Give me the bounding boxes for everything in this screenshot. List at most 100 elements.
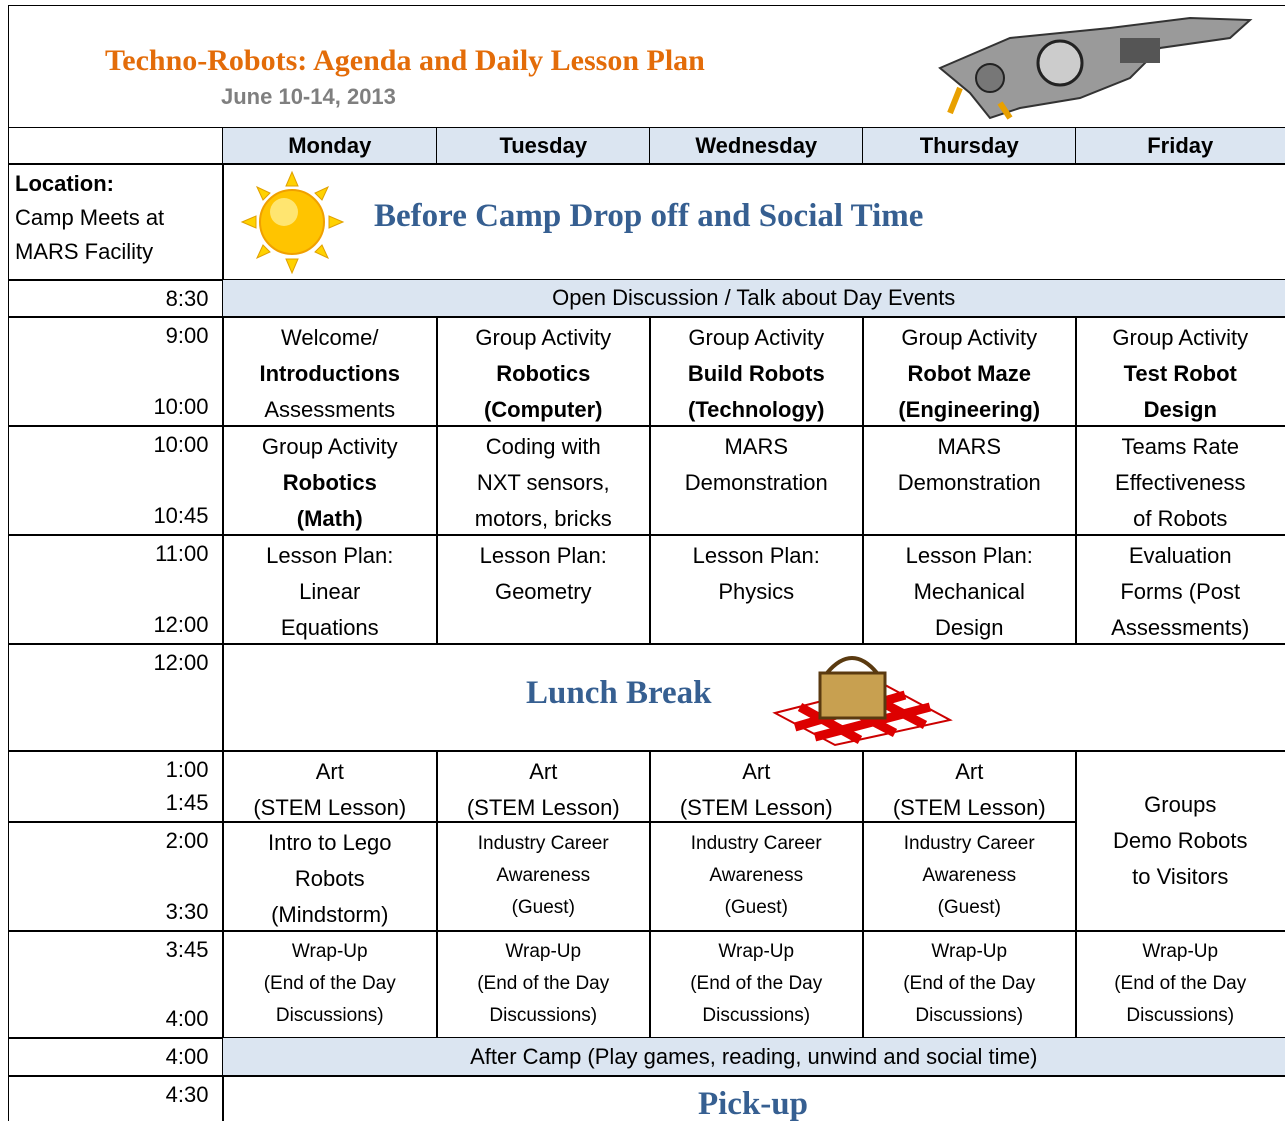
cell-line: Art bbox=[529, 759, 558, 784]
day-label: Friday bbox=[1147, 133, 1214, 158]
cell-line: Discussions) bbox=[1126, 1005, 1235, 1027]
cell-line: Design bbox=[1143, 397, 1217, 422]
cell-line: Awareness bbox=[496, 865, 591, 887]
cell-line: Wrap-Up bbox=[505, 941, 582, 963]
cell-line: (End of the Day bbox=[263, 973, 396, 995]
day-label: Monday bbox=[288, 133, 372, 158]
cell-line: Group Activity bbox=[475, 325, 612, 350]
cell-line: Forms (Post bbox=[1120, 579, 1241, 604]
cell-line: Intro to Lego bbox=[267, 830, 392, 855]
start-time: 4:00 bbox=[165, 1044, 209, 1069]
day-cell: Lesson Plan: Linear Equations bbox=[222, 534, 438, 645]
cell-line: MARS bbox=[724, 434, 789, 459]
start-time: 4:30 bbox=[165, 1082, 209, 1107]
time-cell: 4:00 bbox=[8, 1037, 224, 1077]
start-time: 11:00 bbox=[155, 541, 209, 566]
start-time: 12:00 bbox=[153, 650, 209, 675]
day-header: Wednesday bbox=[649, 127, 864, 165]
cell-line: (Engineering) bbox=[898, 397, 1041, 422]
end-time: 10:45 bbox=[153, 502, 209, 528]
cell-line: Effectiveness bbox=[1115, 470, 1246, 495]
cell-line: Demonstration bbox=[897, 470, 1041, 495]
banner: Lunch Break bbox=[526, 674, 712, 711]
cell-line: (Math) bbox=[296, 506, 363, 531]
cell-line: Lesson Plan: bbox=[692, 543, 820, 568]
cell-line: Wrap-Up bbox=[291, 941, 368, 963]
cell-line: Group Activity bbox=[1112, 325, 1249, 350]
location-line: Camp Meets at bbox=[15, 205, 165, 230]
end-time: 12:00 bbox=[153, 611, 209, 637]
cell-line: (Guest) bbox=[724, 897, 788, 919]
header-box: Techno-Robots: Agenda and Daily Lesson P… bbox=[8, 5, 1285, 128]
day-header: Tuesday bbox=[436, 127, 651, 165]
day-cell: MARS Demonstration bbox=[649, 425, 864, 536]
time-cell: 8:30 bbox=[8, 279, 224, 318]
cell-line: Geometry bbox=[494, 579, 592, 604]
cell-line: Industry Career bbox=[903, 833, 1035, 855]
cell-line: Groups bbox=[1144, 791, 1217, 817]
cell-line: (Technology) bbox=[688, 397, 825, 422]
cell-line: Assessments) bbox=[1111, 615, 1250, 640]
cell-line: Demo Robots bbox=[1112, 827, 1248, 853]
cell-line: MARS bbox=[937, 434, 1002, 459]
end-time: 3:30 bbox=[165, 898, 209, 924]
date: June 10-14, 2013 bbox=[221, 84, 396, 109]
time-cell: 11:00 12:00 bbox=[8, 534, 224, 645]
start-time: 1:00 bbox=[165, 757, 209, 782]
cell-line: Physics bbox=[718, 579, 795, 604]
time-cell: 10:00 10:45 bbox=[8, 425, 224, 536]
cell-line: of Robots bbox=[1133, 506, 1228, 531]
cell-line: Robot Maze bbox=[907, 361, 1031, 386]
day-cell: Art (STEM Lesson) bbox=[222, 750, 438, 823]
day-cell: Industry Career Awareness (Guest) bbox=[862, 821, 1077, 932]
cell-line: (STEM Lesson) bbox=[679, 795, 833, 820]
end-time: 10:00 bbox=[153, 393, 209, 419]
cell-line: Design bbox=[935, 615, 1004, 640]
cell-line: Art bbox=[955, 759, 984, 784]
day-cell: Wrap-Up (End of the Day Discussions) bbox=[862, 930, 1077, 1039]
day-cell: Art (STEM Lesson) bbox=[862, 750, 1077, 823]
title: Techno-Robots: Agenda and Daily Lesson P… bbox=[105, 44, 705, 77]
day-cell: Lesson Plan: Physics bbox=[649, 534, 864, 645]
day-cell: Group Activity Robot Maze (Engineering) bbox=[862, 316, 1077, 427]
cell-line: Lesson Plan: bbox=[905, 543, 1033, 568]
cell-line: NXT sensors, bbox=[476, 470, 610, 495]
day-cell: Wrap-Up (End of the Day Discussions) bbox=[1075, 930, 1285, 1039]
day-label: Thursday bbox=[919, 133, 1019, 158]
cell-line: Robotics bbox=[282, 470, 377, 495]
day-cell: Group Activity Robotics (Math) bbox=[222, 425, 438, 536]
day-cell: Intro to Lego Robots (Mindstorm) bbox=[222, 821, 438, 932]
cell-line: Industry Career bbox=[477, 833, 609, 855]
day-cell: Group Activity Robotics (Computer) bbox=[436, 316, 651, 427]
cell-line: Group Activity bbox=[261, 434, 398, 459]
cell-line: (End of the Day bbox=[477, 973, 610, 995]
cell-line: Discussions) bbox=[702, 1005, 811, 1027]
day-cell: Wrap-Up (End of the Day Discussions) bbox=[222, 930, 438, 1039]
cell-line: (End of the Day bbox=[1114, 973, 1247, 995]
cell-line: (STEM Lesson) bbox=[892, 795, 1046, 820]
cell-line: Awareness bbox=[709, 865, 804, 887]
start-time: 3:45 bbox=[165, 937, 209, 962]
cell-line: Mechanical bbox=[913, 579, 1025, 604]
cell-line: (Mindstorm) bbox=[271, 902, 389, 927]
day-cell: MARS Demonstration bbox=[862, 425, 1077, 536]
cell-line: Demonstration bbox=[684, 470, 828, 495]
span-cell: Open Discussion / Talk about Day Events bbox=[222, 279, 1285, 318]
cell-line: Lesson Plan: bbox=[479, 543, 607, 568]
day-cell: Art (STEM Lesson) bbox=[649, 750, 864, 823]
cell-line: Introductions bbox=[259, 361, 401, 386]
span-text: Open Discussion / Talk about Day Events bbox=[552, 285, 956, 311]
cell-line: Teams Rate bbox=[1121, 434, 1239, 459]
cell-line: Group Activity bbox=[901, 325, 1038, 350]
day-cell: Group Activity Build Robots (Technology) bbox=[649, 316, 864, 427]
sun-image bbox=[240, 170, 345, 275]
day-cell: Industry Career Awareness (Guest) bbox=[649, 821, 864, 932]
day-cell: Coding with NXT sensors, motors, bricks bbox=[436, 425, 651, 536]
cell-line: (Guest) bbox=[511, 897, 575, 919]
cell-line: (STEM Lesson) bbox=[466, 795, 620, 820]
cell-line: Discussions) bbox=[275, 1005, 384, 1027]
time-cell: 12:00 bbox=[8, 643, 224, 752]
start-time: 8:30 bbox=[165, 286, 209, 311]
time-cell: 1:00 1:45 bbox=[8, 750, 224, 823]
cell-line: Assessments bbox=[264, 397, 396, 422]
